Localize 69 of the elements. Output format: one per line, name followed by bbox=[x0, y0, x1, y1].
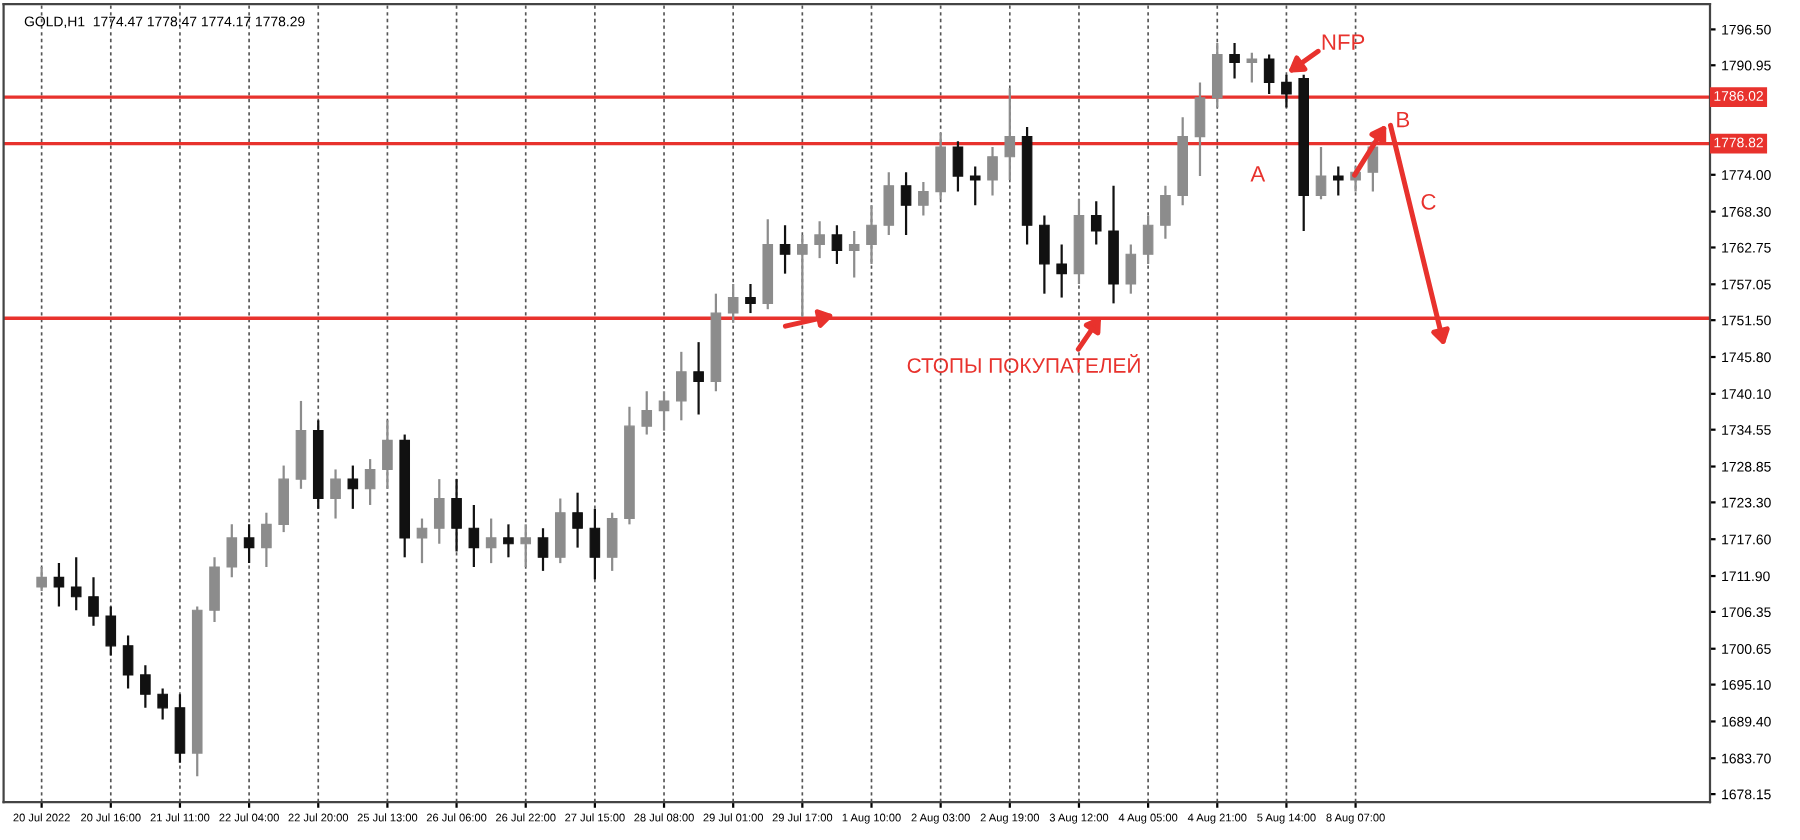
candlestick bbox=[831, 224, 843, 266]
annotation: СТОПЫ ПОКУПАТЕЛЕЙ bbox=[907, 353, 1140, 373]
candlestick bbox=[174, 693, 186, 764]
candlestick bbox=[727, 282, 739, 324]
candlestick bbox=[1211, 41, 1223, 109]
candlestick bbox=[140, 664, 151, 709]
candlestick bbox=[1246, 51, 1258, 84]
candlestick bbox=[1142, 214, 1154, 266]
candlestick bbox=[1229, 41, 1240, 80]
candlestick bbox=[261, 511, 272, 569]
candlestick bbox=[797, 233, 808, 319]
candlestick bbox=[503, 523, 514, 559]
candlestick bbox=[693, 341, 704, 416]
candlestick bbox=[157, 687, 168, 721]
candlestick bbox=[1004, 87, 1016, 182]
candlestick bbox=[935, 131, 946, 201]
candlestick bbox=[416, 517, 428, 565]
candlestick bbox=[1056, 243, 1067, 299]
candlestick bbox=[1263, 53, 1275, 96]
candlestick bbox=[537, 527, 549, 572]
candlestick bbox=[278, 464, 289, 534]
candlestick bbox=[1125, 243, 1137, 295]
candlestick bbox=[122, 634, 134, 690]
candlestick bbox=[866, 204, 877, 266]
candlestick bbox=[105, 605, 117, 657]
annotation: NFP bbox=[1322, 34, 1365, 50]
candlestick bbox=[883, 171, 895, 236]
candlestick bbox=[606, 511, 618, 572]
annotation: B bbox=[1397, 111, 1410, 128]
annotation: A bbox=[1250, 166, 1266, 182]
candlestick bbox=[676, 350, 687, 422]
candlestick bbox=[779, 224, 791, 275]
candlestick bbox=[572, 491, 583, 549]
candlestick bbox=[589, 507, 601, 581]
candlestick bbox=[330, 468, 341, 520]
candlestick bbox=[1315, 145, 1327, 201]
candlestick bbox=[745, 282, 756, 315]
candlestick bbox=[918, 180, 929, 217]
candlestick bbox=[1332, 165, 1344, 197]
candlestick bbox=[1039, 214, 1050, 295]
candlestick bbox=[520, 523, 532, 569]
candlestick bbox=[364, 457, 376, 507]
candlestick bbox=[987, 145, 998, 197]
candlestick bbox=[485, 517, 497, 565]
candlestick bbox=[468, 503, 480, 569]
candlestick bbox=[1090, 200, 1102, 246]
candlestick bbox=[1194, 81, 1206, 178]
candlestick bbox=[969, 165, 981, 207]
candlestick bbox=[1281, 73, 1292, 109]
candlestick bbox=[658, 390, 670, 432]
candlestick bbox=[209, 556, 220, 624]
candlestick bbox=[88, 576, 99, 627]
annotation: C bbox=[1421, 193, 1436, 210]
candlestick bbox=[36, 565, 47, 593]
candlestick bbox=[900, 171, 912, 236]
candlestick bbox=[53, 562, 65, 608]
candlestick bbox=[814, 220, 825, 260]
candlestick bbox=[1160, 184, 1171, 240]
candlestick bbox=[554, 497, 566, 565]
candlestick bbox=[848, 229, 860, 279]
candlestick bbox=[641, 390, 653, 436]
candlestick bbox=[70, 556, 82, 612]
candlestick bbox=[433, 478, 445, 545]
candlestick bbox=[382, 419, 393, 490]
candlestick bbox=[952, 140, 964, 193]
candlestick bbox=[347, 464, 359, 510]
candlestick bbox=[451, 478, 462, 553]
candlestick bbox=[243, 523, 255, 565]
candlestick bbox=[226, 523, 238, 579]
